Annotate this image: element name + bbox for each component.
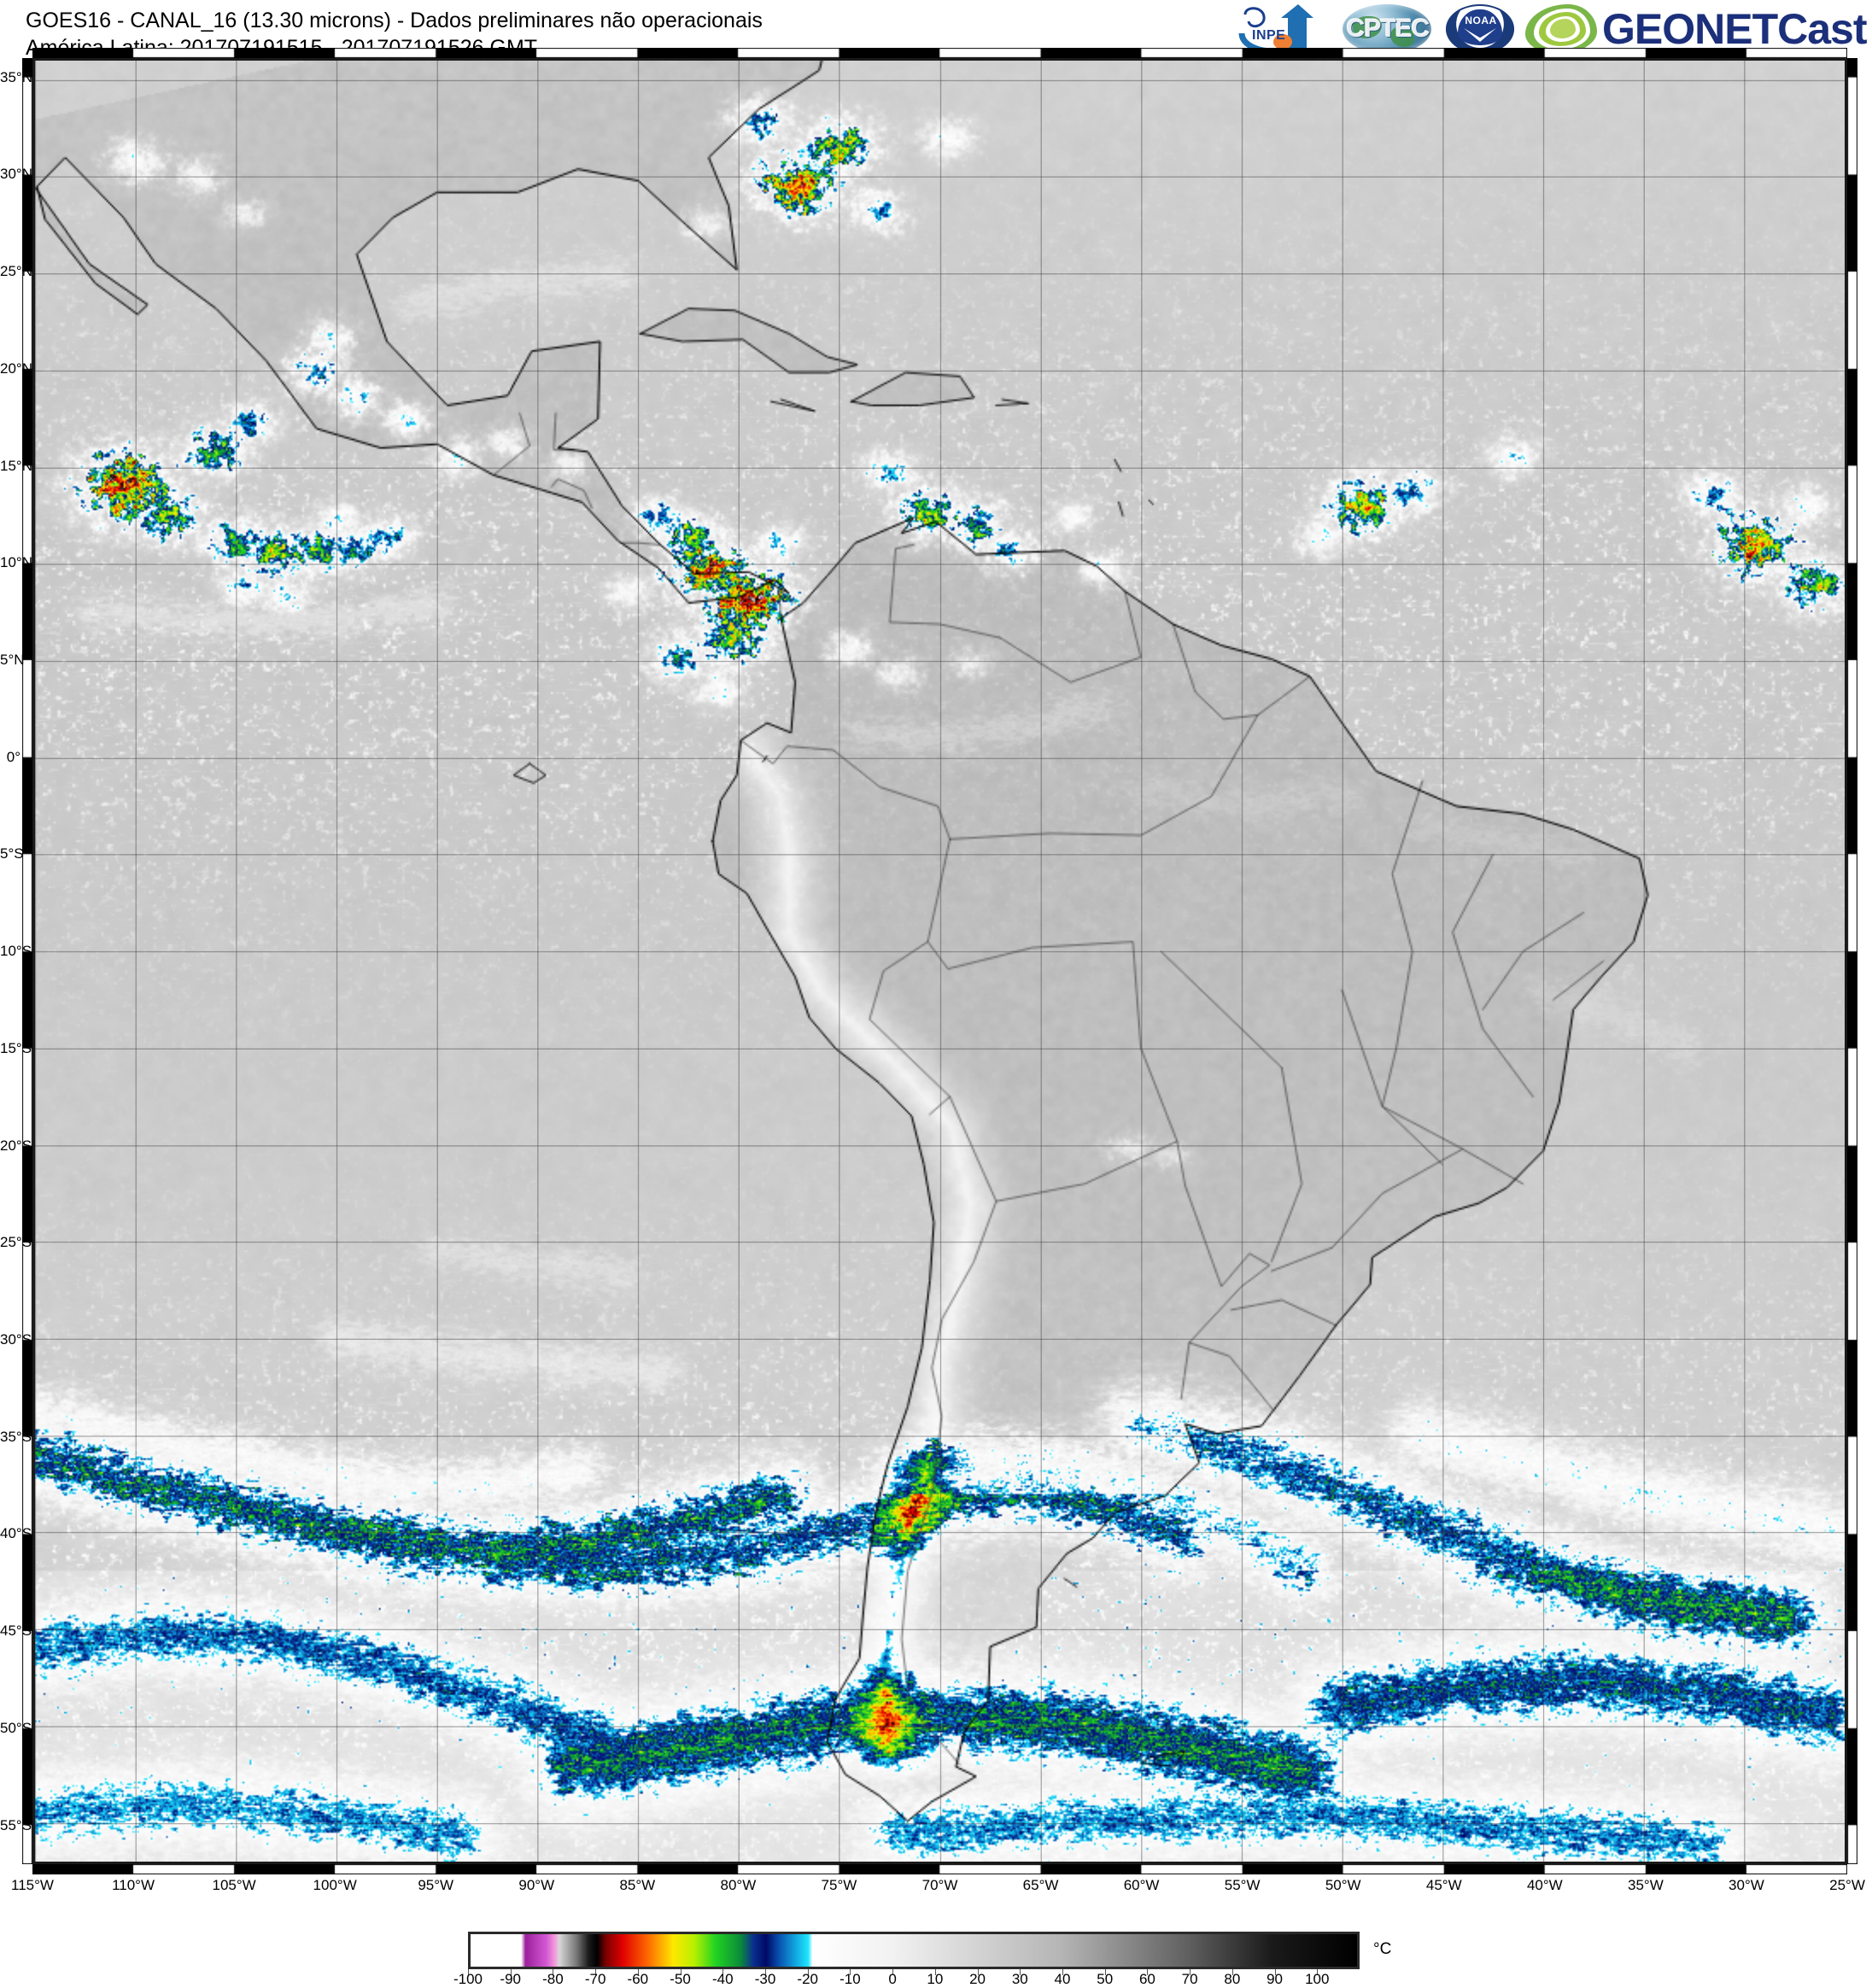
colorbar-tick-mark	[1104, 1969, 1106, 1975]
colorbar-tick-mark	[510, 1969, 512, 1975]
lon-tick-label: 85°W	[619, 1877, 656, 1893]
colorbar-tick-mark	[595, 1969, 597, 1975]
colorbar-tick-mark	[637, 1969, 639, 1975]
colorbar-tick-label: -30	[754, 1971, 776, 1987]
inpe-logo-text: INPE	[1252, 28, 1286, 43]
lat-tick-label: 45°S	[0, 1623, 32, 1640]
colorbar-tick-label: -50	[670, 1971, 691, 1987]
lon-tick-label: 80°W	[720, 1877, 757, 1893]
cptec-logo-text: CPTEC	[1346, 15, 1430, 43]
colorbar-tick-label: 80	[1224, 1971, 1241, 1987]
lat-tick-label: 40°S	[0, 1525, 32, 1542]
colorbar-tick-label: 90	[1267, 1971, 1284, 1987]
cptec-globe-icon	[1343, 4, 1431, 54]
noaa-logo: NOAA	[1443, 3, 1517, 56]
colorbar-tick-mark	[934, 1969, 936, 1975]
lon-tick-label: 40°W	[1526, 1877, 1563, 1893]
colorbar-tick-mark	[850, 1969, 851, 1975]
colorbar-tick-mark	[1231, 1969, 1233, 1975]
lon-tick-label: 30°W	[1729, 1877, 1764, 1893]
lon-tick-label: 35°W	[1627, 1877, 1664, 1893]
axis-strip-left	[22, 58, 32, 1864]
colorbar-tick-mark	[1274, 1969, 1276, 1975]
colorbar-tick-mark	[1062, 1969, 1063, 1975]
lat-tick-label: 20°N	[0, 360, 32, 377]
colorbar-tick-label: -70	[584, 1971, 606, 1987]
colorbar-tick-label: -80	[542, 1971, 564, 1987]
lon-tick-label: 45°W	[1425, 1877, 1462, 1893]
lon-tick-label: 95°W	[418, 1877, 454, 1893]
colorbar-tick-mark	[722, 1969, 724, 1975]
colorbar-tick-mark	[1147, 1969, 1149, 1975]
axis-strip-bottom	[32, 1864, 1847, 1874]
axis-strip-right	[1847, 58, 1857, 1864]
lat-tick-label: 5°S	[0, 845, 24, 862]
lat-tick-label: 0°	[6, 748, 20, 765]
lon-tick-label: 100°W	[313, 1877, 357, 1893]
colorbar-tick-label: 40	[1054, 1971, 1071, 1987]
lat-tick-label: 20°S	[0, 1137, 32, 1154]
lat-tick-label: 50°S	[0, 1719, 32, 1736]
colorbar-tick-mark	[892, 1969, 894, 1975]
noaa-outer-ring-icon	[1446, 4, 1514, 54]
lat-tick-label: 25°N	[0, 263, 32, 280]
colorbar-tick-mark	[468, 1969, 469, 1975]
colorbar-tick-label: 0	[888, 1971, 897, 1987]
product-title: GOES16 - CANAL_16 (13.30 microns) - Dado…	[26, 9, 763, 32]
colorbar-tick-label: 60	[1138, 1971, 1155, 1987]
geonetcast-logo-text: GEONETCast	[1602, 5, 1868, 53]
colorbar-tick-label: -60	[627, 1971, 649, 1987]
colorbar-tick-mark	[1317, 1969, 1319, 1975]
colorbar-tick-label: -100	[453, 1971, 483, 1987]
colorbar-unit-label: °C	[1373, 1940, 1392, 1958]
axis-strip-top	[32, 48, 1847, 58]
geonetcast-logo: GEONETCast	[1525, 3, 1868, 56]
lon-tick-label: 65°W	[1022, 1877, 1059, 1893]
colorbar-tick-mark	[765, 1969, 766, 1975]
lat-tick-label: 30°N	[0, 166, 32, 183]
lat-tick-label: 5°N	[0, 652, 25, 668]
lon-tick-label: 75°W	[821, 1877, 857, 1893]
lon-tick-label: 70°W	[921, 1877, 958, 1893]
inpe-logo: INPE	[1238, 3, 1331, 56]
lat-tick-label: 15°S	[0, 1039, 32, 1056]
colorbar-tick-mark	[680, 1969, 682, 1975]
colorbar-tick-label: -10	[839, 1971, 861, 1987]
colorbar-tick-label: 100	[1305, 1971, 1330, 1987]
satellite-imagery-canvas	[35, 61, 1845, 1862]
logo-bar: INPE CPTEC NOAA GEONETCast	[1238, 2, 1868, 56]
colorbar: °C -100 -90 -80 -70 -60 -50 -40 -30 -20 -10 0 10 20 3…	[453, 1932, 1391, 1987]
colorbar-tick-label: 50	[1097, 1971, 1114, 1987]
lon-tick-label: 105°W	[212, 1877, 256, 1893]
lon-tick-label: 25°W	[1829, 1877, 1865, 1893]
lon-tick-label: 50°W	[1325, 1877, 1361, 1893]
colorbar-gradient	[468, 1932, 1360, 1969]
lat-tick-label: 25°S	[0, 1234, 32, 1251]
colorbar-tick-label: 30	[1011, 1971, 1028, 1987]
lat-tick-label: 10°S	[0, 943, 32, 960]
lat-tick-label: 30°S	[0, 1330, 32, 1348]
lat-tick-label: 35°N	[0, 68, 32, 85]
lat-tick-label: 35°S	[0, 1428, 32, 1445]
colorbar-tick-label: 20	[969, 1971, 986, 1987]
geonetcast-leaf-icon	[1525, 4, 1597, 54]
satellite-image-plot[interactable]	[32, 58, 1847, 1864]
lat-tick-label: 10°N	[0, 554, 32, 571]
colorbar-tick-label: 10	[927, 1971, 944, 1987]
lat-tick-label: 55°S	[0, 1816, 32, 1833]
lat-tick-label: 15°N	[0, 457, 32, 474]
colorbar-tick-mark	[807, 1969, 809, 1975]
colorbar-tick-mark	[1020, 1969, 1021, 1975]
cptec-logo: CPTEC	[1339, 3, 1435, 56]
colorbar-tick-label: 70	[1181, 1971, 1198, 1987]
lon-tick-label: 55°W	[1224, 1877, 1261, 1893]
colorbar-tick-label: -20	[797, 1971, 818, 1987]
lon-tick-label: 110°W	[112, 1877, 155, 1893]
colorbar-tick-label: -40	[711, 1971, 734, 1987]
lon-tick-label: 115°W	[11, 1877, 54, 1893]
colorbar-tick-mark	[977, 1969, 979, 1975]
colorbar-tick-label: -90	[500, 1971, 521, 1987]
lon-tick-label: 90°W	[518, 1877, 555, 1893]
lon-tick-label: 60°W	[1123, 1877, 1160, 1893]
